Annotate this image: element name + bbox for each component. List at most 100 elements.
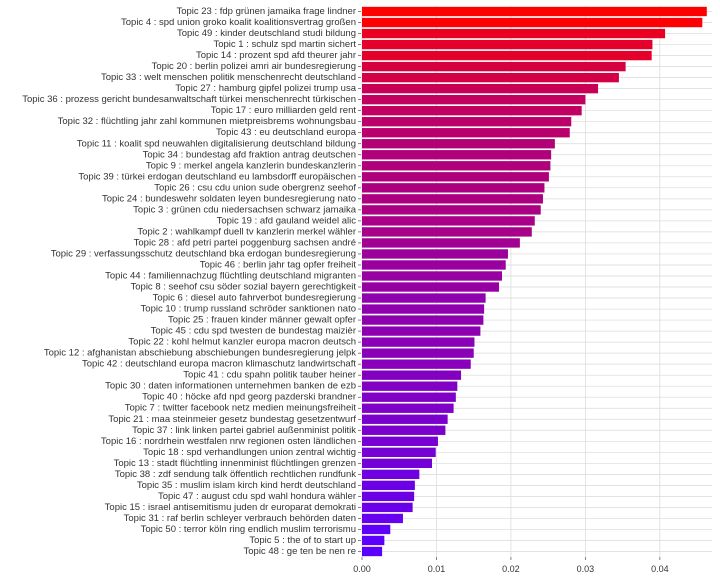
bar bbox=[362, 304, 485, 314]
category-label: Topic 5 : the of to start up bbox=[249, 535, 356, 546]
bar bbox=[362, 161, 551, 171]
category-label: Topic 29 : verfassungsschutz deutschland… bbox=[51, 248, 356, 259]
bar bbox=[362, 150, 552, 160]
x-tick-label: 0.03 bbox=[577, 564, 595, 574]
category-label: Topic 44 : familiennachzug flüchtling de… bbox=[105, 270, 356, 281]
bar bbox=[362, 117, 572, 127]
category-label: Topic 22 : kohl helmut kanzler europa ma… bbox=[128, 337, 356, 348]
bar-layer bbox=[362, 6, 707, 557]
category-label: Topic 24 : bundeswehr soldaten leyen bun… bbox=[102, 193, 356, 204]
category-label: Topic 25 : frauen kinder männer gewalt o… bbox=[168, 315, 356, 326]
category-label: Topic 3 : grünen cdu niedersachsen schwa… bbox=[133, 204, 357, 215]
bar bbox=[362, 491, 415, 502]
bar bbox=[362, 83, 599, 94]
bar bbox=[362, 480, 415, 491]
bar bbox=[362, 348, 474, 358]
category-label: Topic 37 : link linken partei gabriel au… bbox=[132, 425, 356, 436]
category-label: Topic 18 : spd verhandlungen union zentr… bbox=[143, 447, 356, 458]
bar bbox=[362, 315, 484, 325]
bar bbox=[362, 205, 541, 215]
bar bbox=[362, 524, 391, 535]
category-label: Topic 2 : wahlkampf duell tv kanzlerin m… bbox=[137, 226, 356, 237]
category-label: Topic 31 : raf berlin schleyer verbrauch… bbox=[124, 513, 356, 524]
category-label: Topic 11 : koalit spd neuwahlen digitali… bbox=[77, 138, 356, 149]
bar bbox=[362, 458, 432, 469]
bar bbox=[362, 194, 543, 204]
category-label: Topic 46 : berlin jahr tag opfer freihei… bbox=[200, 259, 357, 270]
x-tick-label: 0.02 bbox=[502, 564, 520, 574]
category-label: Topic 36 : prozess gericht bundesanwalts… bbox=[22, 94, 356, 105]
category-label: Topic 9 : merkel angela kanzlerin bundes… bbox=[146, 160, 356, 171]
bar bbox=[362, 359, 471, 369]
bar bbox=[362, 337, 475, 347]
category-label: Topic 50 : terror köln ring endlich musl… bbox=[141, 524, 356, 535]
bar bbox=[362, 502, 413, 513]
category-label: Topic 49 : kinder deutschland studi bild… bbox=[177, 28, 356, 39]
bar bbox=[362, 414, 448, 424]
bar bbox=[362, 469, 420, 480]
category-label: Topic 10 : trump russland schröder sankt… bbox=[141, 304, 356, 315]
bar bbox=[362, 403, 454, 413]
category-label: Topic 26 : csu cdu union sude obergrenz … bbox=[154, 182, 356, 193]
category-label: Topic 35 : muslim islam kirch kind herdt… bbox=[137, 480, 356, 491]
bar bbox=[362, 172, 549, 182]
category-label: Topic 45 : cdu spd twesten de bundestag … bbox=[151, 326, 356, 337]
category-label: Topic 23 : fdp grünen jamaika frage lind… bbox=[176, 6, 356, 17]
category-label-layer: Topic 23 : fdp grünen jamaika frage lind… bbox=[22, 6, 361, 557]
category-label: Topic 28 : afd petri partei poggenburg s… bbox=[134, 237, 356, 248]
x-tick-label: 0.00 bbox=[353, 564, 371, 574]
category-label: Topic 30 : daten informationen unternehm… bbox=[105, 381, 356, 392]
bar bbox=[362, 381, 458, 391]
category-label: Topic 8 : seehof csu söder sozial bayern… bbox=[131, 282, 357, 293]
category-label: Topic 16 : nordrhein westfalen nrw regio… bbox=[101, 436, 356, 447]
bar bbox=[362, 183, 545, 193]
category-label: Topic 47 : august cdu spd wahl hondura w… bbox=[158, 491, 356, 502]
bar bbox=[362, 94, 586, 105]
category-label: Topic 38 : zdf sendung talk öffentlich r… bbox=[115, 469, 356, 480]
x-tick-label: 0.01 bbox=[428, 564, 446, 574]
bar bbox=[362, 392, 456, 402]
category-label: Topic 42 : deutschland europa macron kli… bbox=[82, 359, 356, 370]
bar bbox=[362, 271, 502, 281]
bar bbox=[362, 50, 652, 61]
category-label: Topic 32 : flüchtling jahr zahl kommunen… bbox=[58, 116, 356, 127]
bar bbox=[362, 260, 506, 270]
bar bbox=[362, 293, 486, 303]
bar bbox=[362, 216, 535, 226]
category-label: Topic 27 : hamburg gipfel polizei trump … bbox=[175, 83, 356, 94]
category-label: Topic 33 : welt menschen politik mensche… bbox=[101, 72, 356, 83]
category-label: Topic 15 : israel antisemitismu juden dr… bbox=[105, 502, 356, 513]
bar bbox=[362, 61, 626, 72]
bar bbox=[362, 282, 500, 292]
bar bbox=[362, 128, 570, 138]
bar bbox=[362, 238, 520, 248]
category-label: Topic 13 : stadt flüchtling innenminist … bbox=[114, 458, 356, 469]
bar bbox=[362, 106, 582, 116]
bar bbox=[362, 139, 555, 149]
category-label: Topic 14 : prozent spd afd theurer jahr bbox=[196, 50, 356, 61]
bar bbox=[362, 546, 383, 557]
bar bbox=[362, 535, 385, 546]
category-label: Topic 41 : cdu spahn politik tauber hein… bbox=[183, 370, 356, 381]
bar bbox=[362, 227, 532, 237]
bar bbox=[362, 370, 462, 380]
bar bbox=[362, 17, 703, 28]
bar bbox=[362, 39, 653, 50]
bar bbox=[362, 447, 436, 457]
bar bbox=[362, 28, 666, 39]
bar bbox=[362, 425, 446, 435]
category-label: Topic 4 : spd union groko koalit koaliti… bbox=[121, 17, 356, 28]
category-label: Topic 19 : afd gauland weidel alic bbox=[217, 215, 357, 226]
bar bbox=[362, 72, 619, 83]
x-axis: 0.00 0.01 0.02 0.03 0.04 bbox=[353, 557, 669, 574]
bar bbox=[362, 513, 403, 524]
category-label: Topic 17 : euro milliarden geld rent bbox=[211, 105, 357, 116]
category-label: Topic 12 : afghanistan abschiebung absch… bbox=[44, 348, 356, 359]
bar bbox=[362, 326, 481, 336]
category-label: Topic 39 : türkei erdogan deutschland eu… bbox=[78, 171, 356, 182]
bar bbox=[362, 436, 438, 446]
x-tick-label: 0.04 bbox=[651, 564, 669, 574]
category-label: Topic 21 : maa steinmeier gesetz bundest… bbox=[108, 414, 356, 425]
